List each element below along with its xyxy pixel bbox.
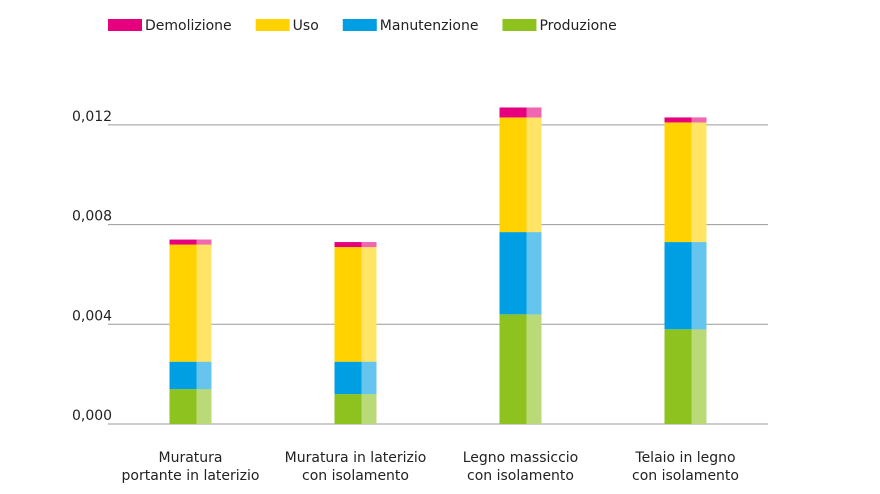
legend-swatch xyxy=(108,19,142,31)
bar-segment xyxy=(334,394,377,424)
bar-segment-shade xyxy=(691,242,707,330)
bar-segment-shade xyxy=(361,394,377,424)
bar-segment xyxy=(499,314,542,424)
bar-segment-shade xyxy=(196,361,212,390)
x-tick-label: portante in laterizio xyxy=(122,468,260,484)
x-tick-label: Muratura in laterizio xyxy=(285,450,427,466)
x-tick-label: Telaio in legno xyxy=(634,450,735,466)
bar-segment-shade xyxy=(526,107,542,118)
bar-segment-shade xyxy=(361,242,377,248)
y-tick-label: 0,000 xyxy=(72,408,112,424)
legend-label: Manutenzione xyxy=(380,18,479,34)
bar-segment-shade xyxy=(526,314,542,424)
bar-segment xyxy=(169,244,212,362)
bar-segment-shade xyxy=(526,232,542,315)
bar-segment-shade xyxy=(196,244,212,362)
bar-segment xyxy=(169,239,212,245)
bar-segment-shade xyxy=(361,361,377,395)
x-tick-label: con isolamento xyxy=(632,468,739,484)
bar-segment xyxy=(334,242,377,248)
bar-segment xyxy=(664,329,707,424)
legend-swatch xyxy=(342,19,377,31)
bar-segment xyxy=(334,247,377,362)
legend-swatch xyxy=(255,19,290,31)
x-tick-label: con isolamento xyxy=(302,468,409,484)
bar-segment xyxy=(334,361,377,395)
bar-segment xyxy=(664,122,707,243)
y-tick-label: 0,012 xyxy=(72,109,112,125)
legend-label: Produzione xyxy=(539,18,616,34)
bar-segment-shade xyxy=(361,247,377,362)
bar-segment xyxy=(169,389,212,424)
bar-segment xyxy=(664,242,707,330)
legend-swatch xyxy=(502,19,537,31)
bar-segment xyxy=(664,117,707,123)
bar-segment-shade xyxy=(196,389,212,424)
x-tick-label: Muratura xyxy=(159,450,223,466)
bar-segment xyxy=(499,107,542,118)
y-tick-label: 0,008 xyxy=(72,209,112,225)
bar-segment-shade xyxy=(196,239,212,245)
bar-segment-shade xyxy=(691,122,707,243)
bar-segment-shade xyxy=(526,117,542,233)
y-tick-label: 0,004 xyxy=(72,308,112,324)
legend-label: Demolizione xyxy=(145,18,232,34)
x-tick-label: Legno massiccio xyxy=(463,450,579,466)
bar-segment xyxy=(169,361,212,390)
bar-segment-shade xyxy=(691,117,707,123)
bar-segment xyxy=(499,117,542,233)
x-tick-label: con isolamento xyxy=(467,468,574,484)
bar-segment-shade xyxy=(691,329,707,424)
bar-segment xyxy=(499,232,542,315)
legend-label: Uso xyxy=(293,18,319,34)
